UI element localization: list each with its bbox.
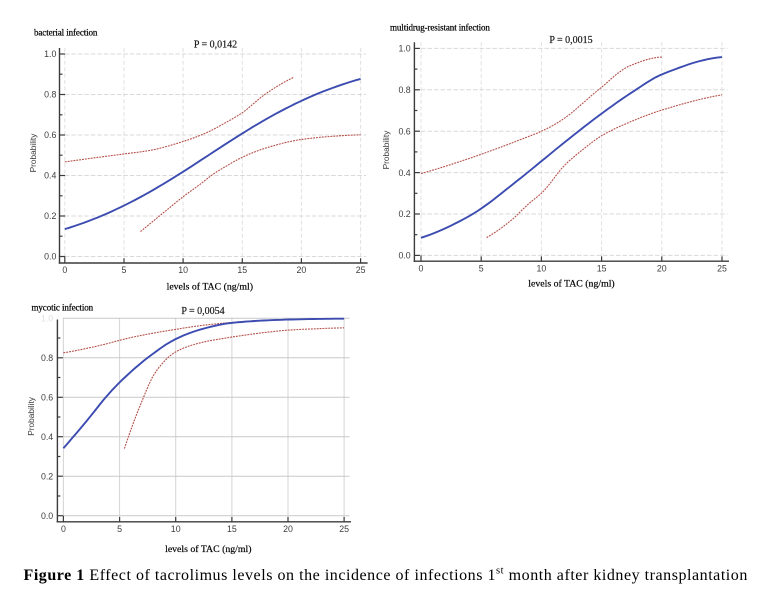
svg-text:0.0: 0.0 [398,251,410,261]
svg-text:levels of TAC (ng/ml): levels of TAC (ng/ml) [528,278,614,289]
svg-text:0.2: 0.2 [398,209,410,219]
svg-text:20: 20 [297,265,307,275]
svg-text:P = 0,0142: P = 0,0142 [194,40,237,51]
svg-text:0.8: 0.8 [41,353,53,363]
svg-text:10: 10 [178,265,188,275]
svg-text:levels of TAC (ng/ml): levels of TAC (ng/ml) [165,544,251,555]
svg-text:0.8: 0.8 [398,85,410,95]
svg-text:20: 20 [657,264,667,274]
svg-text:0.6: 0.6 [44,130,56,140]
svg-text:mycotic infection: mycotic infection [32,303,94,313]
svg-text:15: 15 [237,265,247,275]
svg-text:Probability: Probability [381,130,391,170]
svg-text:bacterial infection: bacterial infection [34,28,98,38]
svg-text:0.4: 0.4 [41,432,53,442]
svg-text:0: 0 [61,524,66,534]
svg-text:Probability: Probability [28,133,38,173]
svg-text:5: 5 [479,264,484,274]
svg-text:0.6: 0.6 [398,126,410,136]
svg-text:1.0: 1.0 [398,44,410,54]
svg-text:10: 10 [171,524,181,534]
svg-text:P = 0,0054: P = 0,0054 [181,306,224,317]
svg-text:25: 25 [356,265,366,275]
svg-text:levels of TAC (ng/ml): levels of TAC (ng/ml) [167,282,253,293]
svg-text:5: 5 [117,524,122,534]
svg-text:25: 25 [339,524,349,534]
svg-text:Probability: Probability [26,396,36,436]
svg-text:0.8: 0.8 [44,90,56,100]
svg-text:15: 15 [597,264,607,274]
svg-text:0.0: 0.0 [44,252,56,262]
svg-text:1.0: 1.0 [41,314,53,324]
svg-text:0.0: 0.0 [41,511,53,521]
svg-text:0.4: 0.4 [44,171,56,181]
svg-text:25: 25 [717,264,727,274]
svg-text:P = 0,0015: P = 0,0015 [549,35,592,46]
svg-text:0: 0 [62,265,67,275]
svg-text:5: 5 [122,265,127,275]
svg-text:0.2: 0.2 [41,471,53,481]
svg-text:20: 20 [283,524,293,534]
svg-text:15: 15 [227,524,237,534]
svg-text:1.0: 1.0 [44,49,56,59]
svg-text:0.4: 0.4 [398,168,410,178]
svg-text:0.6: 0.6 [41,393,53,403]
svg-text:10: 10 [537,264,547,274]
svg-text:0.2: 0.2 [44,211,56,221]
svg-text:multidrug-resistant infection: multidrug-resistant infection [390,23,490,33]
svg-text:0: 0 [419,264,424,274]
